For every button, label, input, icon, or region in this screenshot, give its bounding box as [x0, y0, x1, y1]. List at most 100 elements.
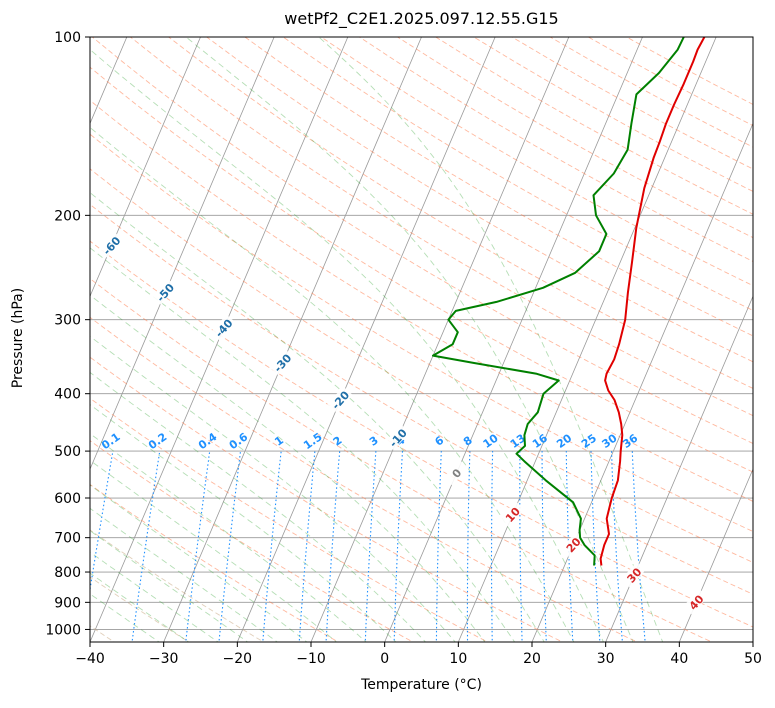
isotherm-label: -80 — [0, 130, 21, 154]
y-tick-label: 900 — [54, 595, 81, 611]
isotherm-line — [678, 468, 753, 642]
isotherm-label-bg — [620, 561, 646, 588]
dry-adiabat — [473, 37, 753, 192]
isotherm-label-bg — [269, 349, 295, 376]
plot-frame — [89, 36, 754, 643]
x-tick-label: −10 — [296, 651, 326, 667]
moist-adiabat — [90, 335, 456, 642]
isotherm-label-bg — [327, 386, 353, 413]
y-tick-label: 100 — [54, 30, 81, 46]
mixing-ratio-label: 20 — [554, 431, 574, 451]
dry-adiabat — [90, 397, 489, 642]
axes: −40 −30 −20 −10 0 10 20 30 40 5010020030040050060… — [45, 30, 762, 667]
dry-adiabat — [244, 37, 753, 337]
mixing-ratio-label: 3 — [367, 434, 381, 449]
isotherm-label-bg — [683, 588, 708, 615]
temperature-profile — [599, 37, 706, 566]
mixing-ratio-label: 0.1 — [99, 430, 122, 452]
dry-adiabat — [168, 37, 753, 389]
mixing-ratio-line — [325, 451, 341, 642]
moist-adiabat — [90, 551, 219, 642]
isotherm-label: -70 — [51, 177, 74, 201]
moist-adiabat — [185, 37, 634, 642]
isotherm-line — [457, 37, 717, 642]
x-tick-label: −40 — [75, 651, 105, 667]
y-tick-label: 800 — [54, 565, 81, 581]
dry-adiabat — [90, 99, 753, 502]
moist-adiabat — [90, 433, 367, 642]
x-tick-label: 30 — [597, 651, 615, 667]
mixing-ratio-line — [466, 451, 471, 642]
mixing-ratio-line — [90, 451, 114, 594]
moist-adiabat — [90, 459, 338, 642]
dry-adiabat — [90, 133, 753, 532]
moist-adiabat — [90, 530, 249, 642]
moist-adiabat — [90, 572, 190, 642]
dry-adiabat — [90, 203, 753, 595]
moist-adiabat — [90, 294, 486, 642]
isotherm-label-bg — [384, 424, 410, 451]
moist-adiabat — [90, 192, 545, 642]
dry-adiabat — [90, 168, 753, 563]
x-tick-label: 40 — [670, 651, 688, 667]
mixing-ratio-label: 1.5 — [301, 430, 324, 452]
isotherm-label-bg — [49, 175, 74, 201]
dry-adiabat — [549, 37, 753, 148]
dry-adiabat — [282, 37, 753, 311]
x-tick-label: 20 — [523, 651, 541, 667]
isotherm-line — [605, 295, 753, 642]
dry-adiabat — [90, 440, 414, 642]
isotherm-line — [90, 37, 201, 298]
mixing-ratio-label: 10 — [481, 431, 501, 451]
mixing-ratio-line — [541, 451, 547, 642]
dry-adiabat — [90, 483, 340, 642]
y-tick-label: 300 — [54, 313, 81, 329]
dewpoint-profile — [432, 37, 685, 566]
y-tick-label: 200 — [54, 208, 81, 224]
mixing-ratio-label: 6 — [432, 434, 446, 449]
dry-adiabat — [90, 240, 753, 628]
isotherm-label-bg — [560, 531, 586, 558]
mixing-ratio-line — [298, 451, 316, 642]
mixing-ratio-label: 36 — [620, 431, 640, 451]
moist-adiabat — [90, 593, 160, 642]
y-tick-label: 600 — [54, 491, 81, 507]
mixing-ratio-label: 30 — [599, 431, 619, 451]
mixing-ratio-label: 0.2 — [146, 430, 169, 452]
isotherm-label-bg — [210, 314, 236, 341]
moist-adiabat — [90, 49, 605, 642]
dry-adiabat — [90, 66, 753, 473]
isotherm-label-bg — [98, 232, 124, 258]
x-tick-label: 0 — [380, 651, 389, 667]
isotherm-line — [384, 37, 643, 642]
y-tick-label: 1000 — [45, 622, 81, 638]
dry-adiabat — [130, 37, 753, 417]
dry-adiabat — [90, 529, 265, 642]
dry-adiabat — [90, 316, 639, 642]
mixing-ratio-line — [590, 451, 601, 642]
isotherm-label-bg — [152, 278, 177, 305]
moist-adiabat — [90, 507, 278, 642]
dry-adiabat — [0, 37, 43, 644]
dry-adiabat — [92, 37, 753, 444]
dry-adiabat — [90, 278, 713, 642]
moist-adiabat — [90, 247, 516, 642]
x-tick-label: 50 — [744, 651, 762, 667]
dry-adiabat — [588, 37, 753, 127]
moist-adiabat — [318, 37, 664, 642]
mixing-ratio-label: 1 — [272, 434, 286, 449]
mixing-ratio-line — [565, 451, 574, 642]
dry-adiabat — [320, 37, 753, 287]
moist-adiabat — [90, 126, 575, 642]
mixing-ratio-line — [519, 451, 523, 642]
y-tick-label: 500 — [54, 444, 81, 460]
x-tick-label: −30 — [149, 651, 179, 667]
dry-adiabat — [90, 356, 564, 642]
isotherm-label-bg — [0, 128, 20, 154]
moist-adiabat — [90, 371, 427, 642]
mixing-ratio-label: 2 — [331, 434, 345, 449]
mixing-ratio-line — [262, 451, 282, 642]
isotherm-label-bg — [443, 459, 469, 486]
y-tick-label: 700 — [54, 531, 81, 547]
